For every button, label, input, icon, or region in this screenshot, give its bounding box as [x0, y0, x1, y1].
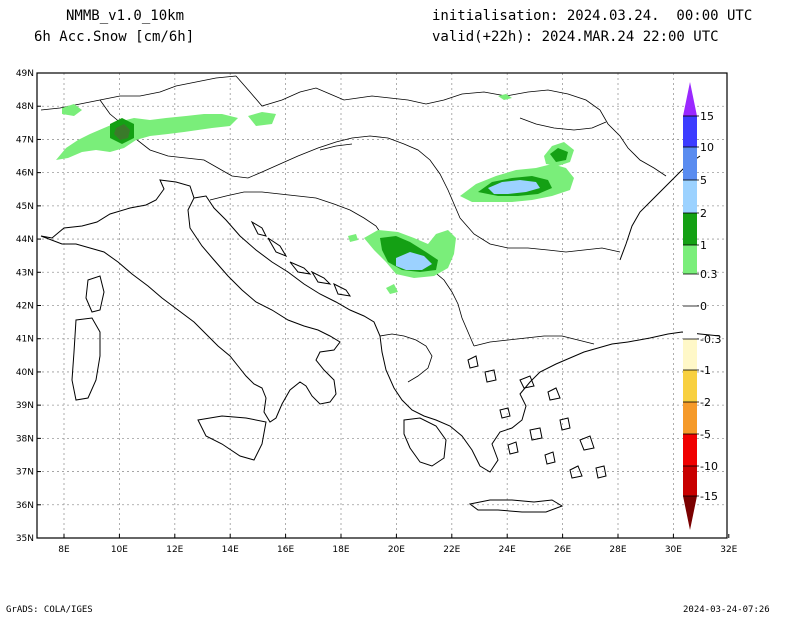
colorbar-segment	[683, 116, 697, 147]
lat-tick-label: 39N	[16, 401, 34, 411]
carpathian-snow-core	[488, 180, 540, 194]
colorbar-label: 5	[700, 174, 707, 187]
turkey-coastline	[627, 331, 721, 343]
longitude-labels: 8E 10E 12E 14E 16E 18E 20E 22E 24E 26E 28E 30E 32E	[58, 534, 738, 555]
latitude-labels: 49N 48N 47N 46N 45N 44N 43N 42N 41N 40N 39N 38N 37N 3…	[16, 69, 41, 544]
timestamp-label: 2024-03-24-07:26	[683, 605, 770, 615]
colorbar-label: -1	[700, 364, 711, 377]
lon-tick-label: 18E	[332, 545, 349, 555]
colorbar-label: 1	[700, 239, 707, 252]
snow-shading	[56, 94, 574, 294]
lat-tick-label: 47N	[16, 135, 34, 145]
lon-tick-label: 32E	[720, 545, 737, 555]
lon-tick-label: 14E	[222, 545, 239, 555]
lon-tick-label: 28E	[609, 545, 626, 555]
lon-tick-label: 16E	[277, 545, 294, 555]
init-time: initialisation: 2024.03.24. 00:00 UTC	[432, 8, 753, 24]
black-sea-coastline	[619, 155, 701, 261]
lat-tick-label: 46N	[16, 169, 34, 179]
lat-tick-label: 42N	[16, 302, 34, 312]
italy-coastline	[40, 179, 341, 423]
colorbar-segment	[683, 213, 697, 245]
carpathian-snow-north-core	[550, 148, 568, 162]
colorbar-segment	[683, 147, 697, 180]
lat-tick-label: 45N	[16, 202, 34, 212]
colorbar-label: -5	[700, 428, 711, 441]
lon-tick-label: 22E	[443, 545, 460, 555]
colorbar-segment	[683, 466, 697, 496]
colorbar-label: -2	[700, 396, 711, 409]
dalmatian-islands	[250, 220, 352, 297]
sardinia-coastline	[71, 317, 101, 401]
colorbar-label: 0.3	[700, 268, 718, 281]
colorbar-bottom-arrow	[683, 496, 697, 530]
colorbar-label: -0.3	[700, 333, 721, 346]
colorbar-top-arrow	[683, 82, 697, 116]
colorbar-segment	[683, 245, 697, 274]
lat-tick-label: 41N	[16, 335, 34, 345]
crete-coastline	[468, 499, 564, 513]
colorbar: 15 10 5 2 1 0.3 0 -0.3 -1 -2 -5 -10 -15	[683, 82, 721, 530]
aegean-islands	[467, 355, 607, 479]
lat-tick-label: 43N	[16, 268, 34, 278]
balkan-snow-south	[386, 284, 398, 294]
lon-tick-label: 24E	[499, 545, 516, 555]
valid-time: valid(+22h): 2024.MAR.24 22:00 UTC	[432, 29, 719, 45]
colorbar-segment	[683, 370, 697, 402]
balkan-snow-core	[396, 252, 432, 270]
alps-snow-west	[62, 104, 82, 116]
sicily-coastline	[197, 415, 267, 461]
alps-snow-east	[248, 112, 276, 126]
carpathian-snow-cap	[498, 94, 512, 100]
colorbar-segment	[683, 434, 697, 466]
colorbar-label: -10	[700, 460, 718, 473]
colorbar-segment	[683, 274, 697, 339]
model-title: NMMB_v1.0_10km	[66, 8, 185, 24]
lon-tick-label: 8E	[58, 545, 70, 555]
colorbar-segment	[683, 339, 697, 370]
lat-tick-label: 40N	[16, 368, 34, 378]
alps-snow	[56, 114, 238, 160]
balkan-snow-west	[348, 234, 358, 242]
colorbar-label: 10	[700, 141, 714, 154]
lon-tick-label: 10E	[111, 545, 128, 555]
coastlines	[40, 155, 721, 513]
alps-snow-core	[114, 124, 130, 140]
lat-tick-label: 44N	[16, 235, 34, 245]
colorbar-label: 2	[700, 207, 707, 220]
graticule	[37, 73, 727, 538]
colorbar-label: -15	[700, 490, 718, 503]
field-title: 6h Acc.Snow [cm/6h]	[34, 29, 195, 45]
peloponnese-coastline	[403, 417, 447, 467]
lon-tick-label: 26E	[554, 545, 571, 555]
lon-tick-label: 30E	[665, 545, 682, 555]
lat-tick-label: 48N	[16, 102, 34, 112]
lat-tick-label: 36N	[16, 501, 34, 511]
lon-tick-label: 12E	[166, 545, 183, 555]
colorbar-label: 0	[700, 300, 707, 313]
colorbar-segment	[683, 402, 697, 434]
colorbar-label: 15	[700, 110, 714, 123]
colorbar-segment	[683, 180, 697, 213]
lat-tick-label: 38N	[16, 434, 34, 444]
lat-tick-label: 35N	[16, 534, 34, 544]
credit-label: GrADS: COLA/IGES	[6, 605, 93, 615]
lat-tick-label: 49N	[16, 69, 34, 79]
lat-tick-label: 37N	[16, 468, 34, 478]
corsica-coastline	[85, 275, 105, 313]
lon-tick-label: 20E	[388, 545, 405, 555]
